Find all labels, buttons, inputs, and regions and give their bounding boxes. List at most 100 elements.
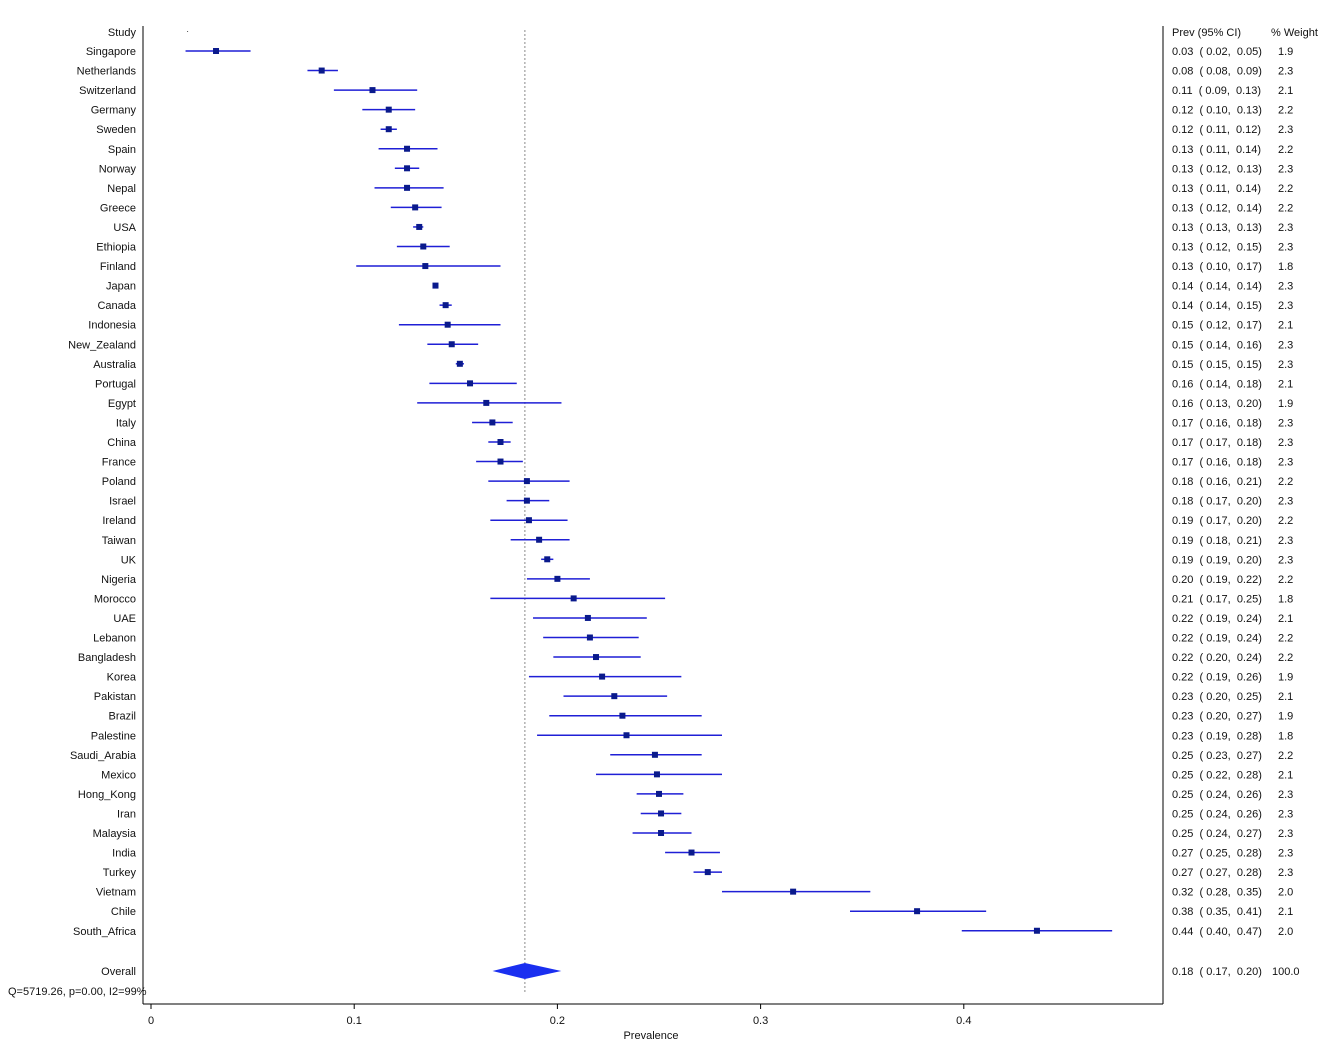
estimate-ci-value: 0.15 ( 0.12, 0.17) bbox=[1172, 320, 1262, 332]
point-estimate bbox=[914, 908, 920, 914]
weight-value: 2.0 bbox=[1278, 887, 1293, 899]
study-row: Sweden0.12 ( 0.11, 0.12)2.3 bbox=[96, 124, 1293, 136]
weight-value: 2.3 bbox=[1278, 828, 1293, 840]
header-marker bbox=[187, 31, 188, 32]
study-name: Korea bbox=[107, 672, 137, 684]
weight-value: 2.3 bbox=[1278, 535, 1293, 547]
point-estimate bbox=[571, 595, 577, 601]
estimate-ci-value: 0.20 ( 0.19, 0.22) bbox=[1172, 574, 1262, 586]
point-estimate bbox=[489, 419, 495, 425]
weight-value: 2.2 bbox=[1278, 515, 1293, 527]
study-row: Ireland0.19 ( 0.17, 0.20)2.2 bbox=[102, 515, 1293, 527]
study-row: Iran0.25 ( 0.24, 0.26)2.3 bbox=[117, 808, 1293, 820]
plot-axes: 00.10.20.30.4 bbox=[143, 26, 1163, 1027]
point-estimate bbox=[524, 478, 530, 484]
study-row: Germany0.12 ( 0.10, 0.13)2.2 bbox=[91, 105, 1294, 117]
estimate-ci-value: 0.15 ( 0.14, 0.16) bbox=[1172, 339, 1262, 351]
weight-value: 1.8 bbox=[1278, 261, 1293, 273]
estimate-ci-value: 0.25 ( 0.24, 0.27) bbox=[1172, 828, 1262, 840]
study-row: Malaysia0.25 ( 0.24, 0.27)2.3 bbox=[93, 828, 1294, 840]
weight-value: 2.2 bbox=[1278, 183, 1293, 195]
point-estimate bbox=[404, 165, 410, 171]
estimate-ci-value: 0.25 ( 0.22, 0.28) bbox=[1172, 769, 1262, 781]
point-estimate bbox=[652, 752, 658, 758]
weight-value: 2.3 bbox=[1278, 281, 1293, 293]
x-tick-label: 0 bbox=[148, 1015, 154, 1027]
study-row: USA0.13 ( 0.13, 0.13)2.3 bbox=[113, 222, 1293, 234]
estimate-ci-value: 0.14 ( 0.14, 0.15) bbox=[1172, 300, 1262, 312]
estimate-column-header: Prev (95% CI) bbox=[1172, 27, 1241, 39]
study-row: Palestine0.23 ( 0.19, 0.28)1.8 bbox=[91, 730, 1294, 742]
weight-value: 2.3 bbox=[1278, 808, 1293, 820]
estimate-ci-value: 0.19 ( 0.17, 0.20) bbox=[1172, 515, 1262, 527]
point-estimate bbox=[213, 48, 219, 54]
study-row: Hong_Kong0.25 ( 0.24, 0.26)2.3 bbox=[78, 789, 1293, 801]
study-name: India bbox=[112, 848, 137, 860]
study-name: UK bbox=[121, 554, 137, 566]
study-name: Pakistan bbox=[94, 691, 136, 703]
study-name: USA bbox=[113, 222, 136, 234]
point-estimate bbox=[611, 693, 617, 699]
weight-value: 2.3 bbox=[1278, 554, 1293, 566]
point-estimate bbox=[623, 732, 629, 738]
estimate-ci-value: 0.16 ( 0.14, 0.18) bbox=[1172, 378, 1262, 390]
weight-value: 1.8 bbox=[1278, 730, 1293, 742]
point-estimate bbox=[705, 869, 711, 875]
point-estimate bbox=[1034, 928, 1040, 934]
weight-value: 2.1 bbox=[1278, 613, 1293, 625]
weight-value: 2.3 bbox=[1278, 789, 1293, 801]
estimate-ci-value: 0.13 ( 0.12, 0.15) bbox=[1172, 242, 1262, 254]
estimate-ci-value: 0.27 ( 0.27, 0.28) bbox=[1172, 867, 1262, 879]
weight-value: 2.3 bbox=[1278, 417, 1293, 429]
point-estimate bbox=[656, 791, 662, 797]
study-row: India0.27 ( 0.25, 0.28)2.3 bbox=[112, 848, 1293, 860]
study-row: Poland0.18 ( 0.16, 0.21)2.2 bbox=[102, 476, 1294, 488]
point-estimate bbox=[585, 615, 591, 621]
weight-value: 2.3 bbox=[1278, 222, 1293, 234]
estimate-ci-value: 0.25 ( 0.23, 0.27) bbox=[1172, 750, 1262, 762]
point-estimate bbox=[457, 361, 463, 367]
point-estimate bbox=[599, 674, 605, 680]
weight-value: 2.3 bbox=[1278, 848, 1293, 860]
estimate-ci-value: 0.12 ( 0.11, 0.12) bbox=[1172, 124, 1261, 136]
study-row: UK0.19 ( 0.19, 0.20)2.3 bbox=[121, 554, 1294, 566]
x-axis-label: Prevalence bbox=[623, 1030, 678, 1042]
study-row: Vietnam0.32 ( 0.28, 0.35)2.0 bbox=[96, 887, 1293, 899]
point-estimate bbox=[619, 713, 625, 719]
point-estimate bbox=[587, 635, 593, 641]
study-name: Germany bbox=[91, 105, 137, 117]
estimate-ci-value: 0.25 ( 0.24, 0.26) bbox=[1172, 789, 1262, 801]
weight-value: 2.1 bbox=[1278, 320, 1293, 332]
estimate-ci-value: 0.17 ( 0.17, 0.18) bbox=[1172, 437, 1262, 449]
study-row: Singapore0.03 ( 0.02, 0.05)1.9 bbox=[86, 46, 1293, 58]
study-row: China0.17 ( 0.17, 0.18)2.3 bbox=[107, 437, 1293, 449]
estimate-ci-value: 0.23 ( 0.19, 0.28) bbox=[1172, 730, 1262, 742]
point-estimate bbox=[443, 302, 449, 308]
weight-value: 2.3 bbox=[1278, 496, 1293, 508]
point-estimate bbox=[554, 576, 560, 582]
estimate-ci-value: 0.18 ( 0.16, 0.21) bbox=[1172, 476, 1262, 488]
estimate-ci-value: 0.18 ( 0.17, 0.20) bbox=[1172, 496, 1262, 508]
study-row: New_Zealand0.15 ( 0.14, 0.16)2.3 bbox=[68, 339, 1293, 351]
estimate-ci-value: 0.38 ( 0.35, 0.41) bbox=[1172, 906, 1262, 918]
overall-diamond bbox=[493, 963, 562, 979]
study-row: Lebanon0.22 ( 0.19, 0.24)2.2 bbox=[93, 633, 1293, 645]
study-row: Morocco0.21 ( 0.17, 0.25)1.8 bbox=[94, 593, 1293, 605]
point-estimate bbox=[412, 204, 418, 210]
weight-value: 2.3 bbox=[1278, 124, 1293, 136]
study-row: Chile0.38 ( 0.35, 0.41)2.1 bbox=[111, 906, 1293, 918]
point-estimate bbox=[369, 87, 375, 93]
estimate-ci-value: 0.13 ( 0.12, 0.13) bbox=[1172, 163, 1262, 175]
study-name: Poland bbox=[102, 476, 136, 488]
study-row: UAE0.22 ( 0.19, 0.24)2.1 bbox=[113, 613, 1293, 625]
study-name: China bbox=[107, 437, 137, 449]
point-estimate bbox=[689, 850, 695, 856]
estimate-ci-value: 0.44 ( 0.40, 0.47) bbox=[1172, 926, 1262, 938]
weight-value: 2.3 bbox=[1278, 339, 1293, 351]
point-estimate bbox=[498, 439, 504, 445]
study-name: Norway bbox=[99, 163, 137, 175]
weight-value: 2.3 bbox=[1278, 457, 1293, 469]
point-estimate bbox=[422, 263, 428, 269]
study-row: Portugal0.16 ( 0.14, 0.18)2.1 bbox=[95, 378, 1293, 390]
